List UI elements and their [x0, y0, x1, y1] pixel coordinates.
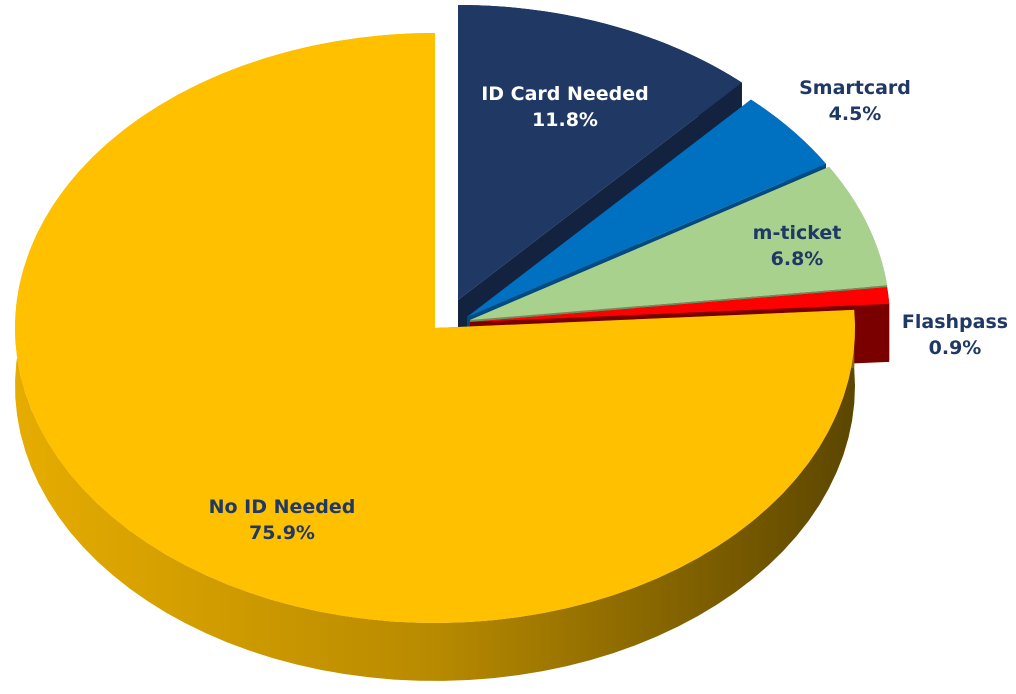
- slice-label-m-ticket: m-ticket: [753, 222, 842, 244]
- pie-slice-smartcard: [467, 99, 826, 317]
- pie-slice-id-card-needed: [458, 5, 742, 300]
- pie-slice-flashpass: [470, 287, 890, 322]
- slice-value-m-ticket: 6.8%: [771, 248, 824, 270]
- slice-label-no-id-needed: No ID Needed: [209, 496, 356, 518]
- pie-slice-no-id-needed: [15, 33, 855, 623]
- slice-tops: [15, 5, 890, 623]
- slice-value-flashpass: 0.9%: [929, 337, 982, 359]
- pie-slice-m-ticket: [470, 166, 888, 320]
- slice-label-id-card-needed: ID Card Needed: [481, 83, 649, 105]
- slice-labels: ID Card Needed 11.8% Smartcard 4.5% m-ticket…: [209, 77, 1009, 544]
- slice-label-flashpass: Flashpass: [902, 311, 1008, 333]
- slice-value-no-id-needed: 75.9%: [249, 522, 315, 544]
- slice-value-smartcard: 4.5%: [829, 103, 882, 125]
- slice-label-smartcard: Smartcard: [799, 77, 911, 99]
- slice-value-id-card-needed: 11.8%: [532, 109, 598, 131]
